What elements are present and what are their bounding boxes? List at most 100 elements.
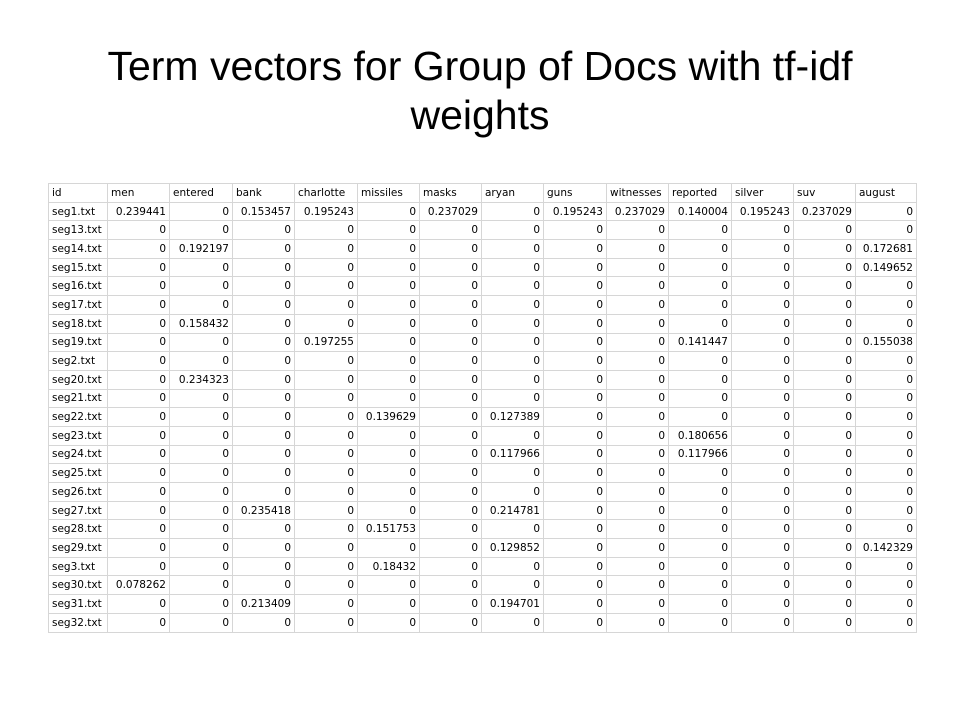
weight-cell: 0	[107, 463, 170, 483]
weight-cell: 0	[357, 575, 420, 596]
weight-cell: 0	[668, 314, 732, 334]
row-id-cell: seg15.txt	[48, 258, 108, 278]
table-row: seg31.txt 0 0 0.213409 0 0 0 0.194701 0 0 0 0 0 0	[48, 594, 917, 614]
weight-cell: 0	[668, 220, 732, 241]
weight-cell: 0	[606, 463, 669, 483]
weight-cell: 0	[606, 276, 669, 297]
table-row: seg14.txt 0 0.192197 0 0 0 0 0 0 0 0 0 0 0.172681	[48, 239, 917, 259]
weight-cell: 0	[232, 220, 295, 241]
weight-cell: 0	[731, 519, 794, 540]
weight-cell: 0.140004	[668, 202, 732, 222]
weight-cell: 0	[294, 594, 358, 614]
weight-cell: 0	[232, 351, 295, 371]
weight-cell: 0	[793, 220, 856, 241]
weight-cell: 0	[294, 407, 358, 427]
weight-cell: 0	[793, 463, 856, 483]
row-id-cell: seg16.txt	[48, 276, 108, 297]
weight-cell: 0	[169, 445, 233, 465]
weight-cell: 0	[793, 501, 856, 521]
weight-cell: 0	[606, 258, 669, 278]
weight-cell: 0.172681	[855, 239, 917, 259]
weight-cell: 0	[855, 220, 917, 241]
table-row: seg29.txt 0 0 0 0 0 0 0.129852 0 0 0 0 0 0.142329	[48, 538, 917, 558]
weight-cell: 0	[232, 258, 295, 278]
weight-cell: 0	[731, 258, 794, 278]
slide-title-line-1: Term vectors for Group of Docs with tf-i…	[107, 43, 853, 89]
weight-cell: 0	[357, 463, 420, 483]
column-header-witnesses: witnesses	[606, 183, 669, 203]
weight-cell: 0	[606, 575, 669, 596]
weight-cell: 0	[481, 314, 544, 334]
weight-cell: 0	[731, 445, 794, 465]
weight-cell: 0	[731, 239, 794, 259]
weight-cell: 0	[481, 575, 544, 596]
weight-cell: 0	[793, 239, 856, 259]
weight-cell: 0	[543, 613, 607, 633]
weight-cell: 0	[855, 557, 917, 577]
weight-cell: 0	[169, 276, 233, 297]
row-id-cell: seg14.txt	[48, 239, 108, 259]
row-id-cell: seg30.txt	[48, 575, 108, 596]
weight-cell: 0	[357, 445, 420, 465]
row-id-cell: seg21.txt	[48, 389, 108, 409]
weight-cell: 0	[357, 258, 420, 278]
weight-cell: 0	[481, 389, 544, 409]
weight-cell: 0	[232, 295, 295, 315]
weight-cell: 0.078262	[107, 575, 170, 596]
weight-cell: 0	[731, 276, 794, 297]
row-id-cell: seg25.txt	[48, 463, 108, 483]
weight-cell: 0	[855, 519, 917, 540]
slide-title: Term vectors for Group of Docs with tf-i…	[40, 42, 920, 140]
row-id-cell: seg19.txt	[48, 333, 108, 353]
weight-cell: 0	[481, 463, 544, 483]
header-row: id men entered bank charlotte missiles masks ar…	[48, 183, 917, 203]
weight-cell: 0.18432	[357, 557, 420, 577]
weight-cell: 0	[543, 482, 607, 502]
weight-cell: 0	[169, 594, 233, 614]
weight-cell: 0	[419, 370, 482, 390]
weight-cell: 0	[668, 538, 732, 558]
row-id-cell: seg26.txt	[48, 482, 108, 502]
weight-cell: 0	[419, 594, 482, 614]
weight-cell: 0	[668, 575, 732, 596]
weight-cell: 0.192197	[169, 239, 233, 259]
weight-cell: 0	[543, 314, 607, 334]
weight-cell: 0	[731, 295, 794, 315]
weight-cell: 0	[107, 426, 170, 446]
weight-cell: 0	[107, 501, 170, 521]
weight-cell: 0	[107, 276, 170, 297]
weight-cell: 0.195243	[731, 202, 794, 222]
weight-cell: 0	[419, 482, 482, 502]
row-id-cell: seg1.txt	[48, 202, 108, 222]
weight-cell: 0.180656	[668, 426, 732, 446]
weight-cell: 0	[606, 407, 669, 427]
weight-cell: 0	[543, 426, 607, 446]
weight-cell: 0	[793, 575, 856, 596]
weight-cell: 0	[855, 501, 917, 521]
tf-idf-table: id men entered bank charlotte missiles masks ar…	[48, 183, 917, 633]
weight-cell: 0	[481, 333, 544, 353]
weight-cell: 0	[107, 258, 170, 278]
table-row: seg13.txt 0 0 0 0 0 0 0 0 0 0 0 0 0	[48, 220, 917, 241]
weight-cell: 0	[668, 407, 732, 427]
weight-cell: 0	[606, 333, 669, 353]
weight-cell: 0.153457	[232, 202, 295, 222]
weight-cell: 0	[107, 295, 170, 315]
weight-cell: 0	[419, 519, 482, 540]
weight-cell: 0	[294, 220, 358, 241]
weight-cell: 0	[668, 276, 732, 297]
weight-cell: 0	[793, 538, 856, 558]
weight-cell: 0	[793, 351, 856, 371]
weight-cell: 0	[107, 351, 170, 371]
table-row: seg2.txt 0 0 0 0 0 0 0 0 0 0 0 0 0	[48, 351, 917, 371]
column-header-charlotte: charlotte	[294, 183, 358, 203]
weight-cell: 0	[793, 445, 856, 465]
weight-cell: 0	[855, 389, 917, 409]
table-row: seg20.txt 0 0.234323 0 0 0 0 0 0 0 0 0 0 0	[48, 370, 917, 390]
weight-cell: 0	[668, 519, 732, 540]
weight-cell: 0	[543, 220, 607, 241]
weight-cell: 0	[606, 314, 669, 334]
weight-cell: 0.195243	[543, 202, 607, 222]
weight-cell: 0	[419, 538, 482, 558]
weight-cell: 0.141447	[668, 333, 732, 353]
